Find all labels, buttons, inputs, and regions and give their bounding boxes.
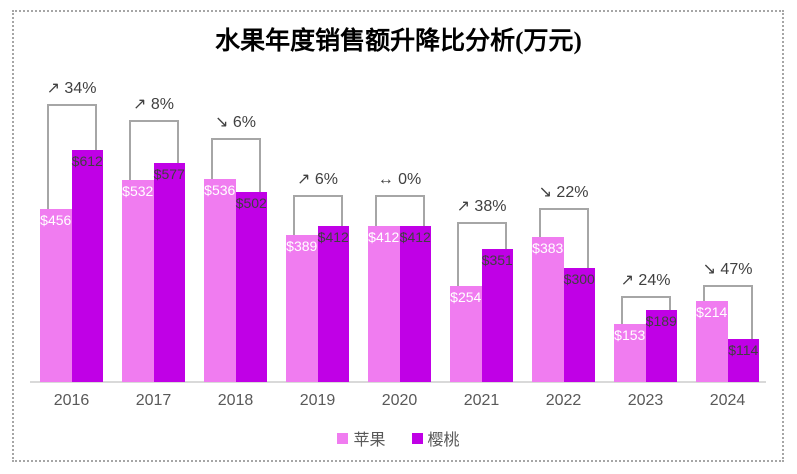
x-axis-label: 2024 xyxy=(709,392,746,409)
change-bracket-top xyxy=(374,194,425,197)
bar-apple-2018: $536 xyxy=(204,178,236,382)
x-axis-label: 2019 xyxy=(299,392,336,409)
change-bracket-left-leg xyxy=(46,103,49,210)
bar-apple-2019: $389 xyxy=(286,234,318,382)
bar-value-label: $412 xyxy=(399,228,431,245)
change-annotation: ↘ 6% xyxy=(215,114,256,132)
change-bracket-right-leg xyxy=(422,194,425,226)
x-axis-line xyxy=(30,381,766,383)
x-axis-label: 2022 xyxy=(545,392,582,409)
change-bracket-left-leg xyxy=(210,138,213,179)
bar-cherry-2020: $412 xyxy=(399,225,431,382)
change-bracket-left-leg xyxy=(374,194,377,226)
change-bracket-top xyxy=(456,222,507,225)
bar-apple-2020: $412 xyxy=(368,225,400,382)
change-bracket-right-leg xyxy=(504,222,507,249)
change-bracket-left-leg xyxy=(538,207,541,237)
legend: 苹果 樱桃 xyxy=(0,426,797,450)
change-annotation: ↗ 24% xyxy=(620,272,671,290)
change-bracket-left-leg xyxy=(456,222,459,286)
bar-value-label: $612 xyxy=(71,153,103,170)
change-bracket-top xyxy=(128,119,179,122)
bar-cherry-2023: $189 xyxy=(645,310,677,382)
x-axis-label: 2017 xyxy=(135,392,172,409)
bar-value-label: $502 xyxy=(235,194,267,211)
bar-value-label: $214 xyxy=(696,303,728,320)
bar-apple-2024: $214 xyxy=(696,300,728,382)
bar-value-label: $383 xyxy=(532,239,564,256)
bar-value-label: $254 xyxy=(450,288,482,305)
change-bracket-right-leg xyxy=(340,194,343,226)
change-annotation: ↘ 47% xyxy=(702,260,753,278)
change-bracket-left-leg xyxy=(702,284,705,301)
change-bracket-left-leg xyxy=(620,296,623,324)
x-axis-label: 2020 xyxy=(381,392,418,409)
bar-apple-2021: $254 xyxy=(450,285,482,382)
bar-value-label: $412 xyxy=(317,228,349,245)
legend-item-apple: 苹果 xyxy=(337,426,386,450)
change-bracket-top xyxy=(46,103,97,106)
bar-value-label: $456 xyxy=(40,212,72,229)
change-annotation: ↔ 0% xyxy=(377,170,422,188)
bar-value-label: $412 xyxy=(368,228,400,245)
bar-value-label: $577 xyxy=(153,166,185,183)
bar-cherry-2019: $412 xyxy=(317,225,349,382)
x-axis-label: 2021 xyxy=(463,392,500,409)
apple-legend-swatch-icon xyxy=(337,432,349,444)
x-axis-label: 2016 xyxy=(53,392,90,409)
change-bracket-left-leg xyxy=(128,119,131,181)
bar-value-label: $114 xyxy=(728,341,759,358)
bar-value-label: $189 xyxy=(645,313,677,330)
bar-cherry-2022: $300 xyxy=(563,268,595,382)
legend-item-cherry: 樱桃 xyxy=(411,426,460,450)
change-annotation: ↗ 6% xyxy=(297,170,338,188)
x-axis-label: 2018 xyxy=(217,392,254,409)
change-bracket-right-leg xyxy=(176,119,179,164)
change-bracket-right-leg xyxy=(668,296,671,311)
change-bracket-right-leg xyxy=(586,207,589,269)
change-bracket-right-leg xyxy=(258,138,261,192)
bar-value-label: $153 xyxy=(614,327,646,343)
bar-cherry-2021: $351 xyxy=(481,248,513,382)
bar-apple-2023: $153 xyxy=(614,324,646,382)
chart-title: 水果年度销售额升降比分析(万元) xyxy=(215,28,582,55)
change-bracket-top xyxy=(620,296,671,299)
bar-cherry-2018: $502 xyxy=(235,191,267,382)
change-bracket-top xyxy=(538,207,589,210)
bar-value-label: $351 xyxy=(481,251,513,268)
change-annotation: ↗ 8% xyxy=(133,95,174,113)
change-bracket-right-leg xyxy=(750,284,753,339)
change-bracket-top xyxy=(210,138,261,141)
change-annotation: ↗ 34% xyxy=(46,79,97,97)
bar-value-label: $389 xyxy=(286,237,318,254)
x-axis-label: 2023 xyxy=(627,392,664,409)
bar-value-label: $536 xyxy=(204,181,236,198)
bar-cherry-2024: $114 xyxy=(727,338,759,382)
change-annotation: ↘ 22% xyxy=(538,183,589,201)
cherry-legend-swatch-icon xyxy=(411,432,423,444)
legend-label-apple: 苹果 xyxy=(353,432,386,449)
bar-cherry-2016: $612 xyxy=(71,150,103,382)
bar-value-label: $532 xyxy=(122,183,154,200)
bar-apple-2016: $456 xyxy=(40,209,72,382)
change-bracket-left-leg xyxy=(292,194,295,235)
change-bracket-top xyxy=(292,194,343,197)
bar-value-label: $300 xyxy=(563,271,595,288)
bar-apple-2017: $532 xyxy=(122,180,154,382)
legend-label-cherry: 樱桃 xyxy=(427,432,460,449)
change-annotation: ↗ 38% xyxy=(456,198,507,216)
bar-apple-2022: $383 xyxy=(532,236,564,382)
change-bracket-top xyxy=(702,284,753,287)
bar-cherry-2017: $577 xyxy=(153,163,185,382)
change-bracket-right-leg xyxy=(94,103,97,151)
